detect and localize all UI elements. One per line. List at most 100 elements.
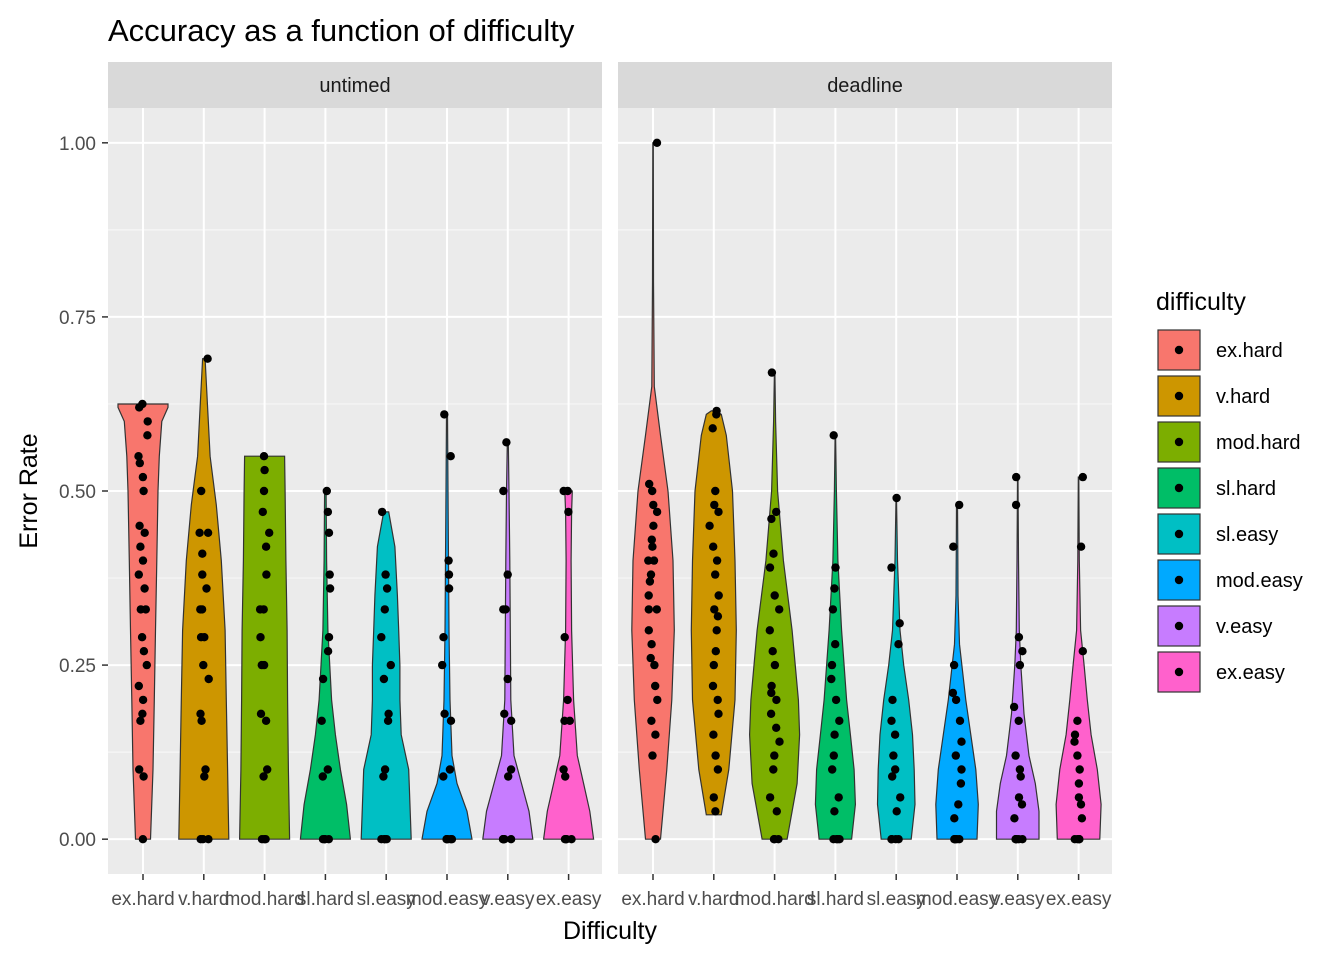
y-axis-title: Error Rate bbox=[15, 433, 43, 548]
data-point bbox=[1018, 835, 1027, 844]
legend: difficulty ex.hard v.hard mod.hard sl.hard sl… bbox=[1156, 288, 1303, 693]
data-point bbox=[139, 486, 148, 496]
data-point bbox=[444, 584, 454, 593]
data-point bbox=[143, 417, 152, 426]
legend-key-point bbox=[1174, 391, 1184, 401]
data-point bbox=[827, 660, 837, 670]
data-point bbox=[646, 570, 656, 579]
data-point bbox=[256, 633, 265, 642]
data-point bbox=[648, 486, 657, 496]
data-point bbox=[195, 528, 204, 537]
data-point bbox=[769, 549, 778, 558]
data-point bbox=[649, 500, 658, 510]
data-point bbox=[952, 835, 962, 844]
data-point bbox=[891, 835, 900, 844]
legend-label: sl.easy bbox=[1216, 524, 1278, 546]
x-tick-label: sl.hard bbox=[297, 889, 354, 910]
data-point bbox=[889, 751, 898, 760]
data-point bbox=[261, 716, 271, 725]
data-point bbox=[708, 681, 718, 691]
data-point bbox=[198, 549, 207, 558]
data-point bbox=[567, 835, 576, 844]
data-point bbox=[714, 507, 723, 517]
data-point bbox=[503, 570, 512, 579]
data-point bbox=[318, 835, 328, 844]
data-point bbox=[767, 368, 777, 377]
data-point bbox=[377, 507, 387, 517]
data-point bbox=[323, 507, 333, 517]
data-point bbox=[644, 591, 653, 600]
violin-untimed-v.hard bbox=[178, 358, 230, 840]
data-point bbox=[499, 486, 508, 496]
data-point bbox=[831, 695, 841, 705]
x-tick-label: mod.hard bbox=[224, 889, 304, 910]
data-point bbox=[652, 605, 661, 614]
data-point bbox=[1070, 737, 1079, 746]
data-point bbox=[894, 640, 903, 649]
x-tick-label: ex.easy bbox=[536, 889, 602, 910]
data-point bbox=[767, 514, 776, 524]
y-tick-label: 0.50 bbox=[59, 482, 96, 503]
data-point bbox=[262, 570, 271, 579]
data-point bbox=[1011, 751, 1020, 760]
y-tick-label: 0.00 bbox=[59, 830, 96, 851]
data-point bbox=[138, 472, 148, 482]
data-point bbox=[502, 438, 511, 447]
data-point bbox=[769, 765, 778, 774]
data-point bbox=[383, 716, 393, 725]
data-point bbox=[1014, 633, 1024, 642]
data-point bbox=[829, 431, 838, 440]
legend-key-point bbox=[1174, 529, 1184, 539]
data-point bbox=[196, 605, 205, 614]
data-point bbox=[504, 772, 513, 781]
x-axis-title: Difficulty bbox=[563, 917, 658, 945]
data-point bbox=[1011, 835, 1021, 844]
data-point bbox=[948, 688, 958, 698]
data-point bbox=[260, 465, 269, 475]
data-point bbox=[765, 793, 775, 802]
x-tick-label: mod.easy bbox=[406, 889, 489, 910]
data-point bbox=[835, 716, 844, 725]
data-point bbox=[832, 835, 841, 844]
data-point bbox=[949, 542, 958, 551]
data-point bbox=[506, 765, 516, 774]
data-point bbox=[714, 709, 723, 718]
data-point bbox=[711, 751, 720, 760]
data-point bbox=[564, 507, 573, 517]
x-tick-label: ex.easy bbox=[1046, 889, 1112, 910]
data-point bbox=[134, 570, 143, 579]
legend-label: v.hard bbox=[1216, 386, 1270, 408]
data-point bbox=[1073, 716, 1082, 725]
data-point bbox=[1078, 647, 1088, 656]
legend-label: mod.easy bbox=[1216, 570, 1303, 592]
data-point bbox=[141, 605, 150, 614]
data-point bbox=[648, 542, 657, 551]
data-point bbox=[380, 835, 389, 844]
data-point bbox=[380, 765, 390, 774]
data-point bbox=[652, 507, 662, 517]
chart-title: Accuracy as a function of difficulty bbox=[108, 13, 575, 48]
x-tick-label: ex.hard bbox=[111, 889, 174, 910]
data-point bbox=[957, 765, 966, 774]
data-point bbox=[770, 591, 779, 600]
data-point bbox=[439, 772, 448, 781]
data-point bbox=[1076, 800, 1086, 809]
data-point bbox=[382, 584, 392, 593]
legend-key-point bbox=[1174, 345, 1184, 355]
data-point bbox=[892, 807, 901, 816]
x-tick-label: v.hard bbox=[178, 889, 229, 910]
data-point bbox=[381, 570, 390, 579]
legend-label: sl.hard bbox=[1216, 478, 1276, 500]
data-point bbox=[142, 660, 151, 670]
data-point bbox=[647, 640, 656, 649]
data-point bbox=[1073, 751, 1082, 760]
data-point bbox=[775, 605, 784, 614]
legend-label: v.easy bbox=[1216, 616, 1272, 638]
data-point bbox=[201, 765, 210, 774]
data-point bbox=[709, 660, 718, 670]
data-point bbox=[711, 570, 720, 579]
data-point bbox=[648, 751, 657, 760]
data-point bbox=[651, 730, 660, 739]
